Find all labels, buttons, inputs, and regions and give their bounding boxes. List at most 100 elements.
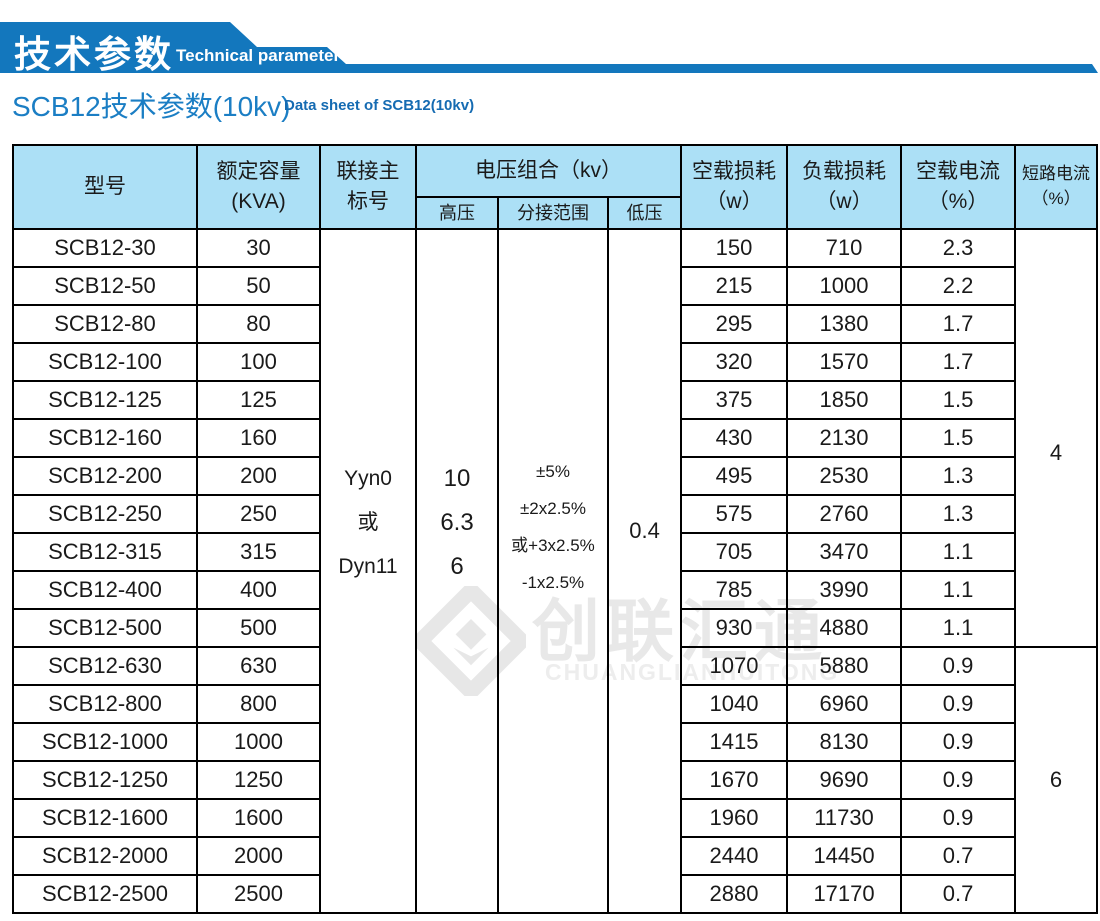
load-loss-cell: 2530 xyxy=(786,456,903,496)
no-load-current-cell: 1.7 xyxy=(900,304,1017,344)
no-load-current-cell: 0.9 xyxy=(900,684,1017,724)
load-loss-cell: 14450 xyxy=(786,836,903,876)
tap-range-cell-value: ±5% ±2x2.5% 或+3x2.5% -1x2.5% xyxy=(511,462,595,592)
no-load-loss-cell: 785 xyxy=(680,570,789,610)
capacity-cell: 100 xyxy=(196,342,321,382)
load-loss-cell: 3470 xyxy=(786,532,903,572)
load-loss-cell: 8130 xyxy=(786,722,903,762)
no-load-loss-cell: 495 xyxy=(680,456,789,496)
model-cell: SCB12-400 xyxy=(12,570,198,610)
table-row: SCB12-80 80 295 1380 1.7 xyxy=(12,304,1097,344)
no-load-loss-cell: 1415 xyxy=(680,722,789,762)
tap-range-cell: ±5% ±2x2.5% 或+3x2.5% -1x2.5% xyxy=(497,228,609,914)
vector-group-cell: Yyn0 或 Dyn11 xyxy=(319,228,417,914)
no-load-current-cell: 0.9 xyxy=(900,798,1017,838)
parameters-table: 型号 额定容量 (KVA) 联接主 标号 电压组合（kv） 空载损耗 （w） 负… xyxy=(12,144,1099,914)
load-loss-cell: 1850 xyxy=(786,380,903,420)
table-row: SCB12-500 500 930 4880 1.1 xyxy=(12,608,1097,648)
load-loss-cell: 3990 xyxy=(786,570,903,610)
header-low-voltage: 低压 xyxy=(606,196,683,230)
short-circuit-cell-value: 4 xyxy=(1049,440,1063,465)
load-loss-cell: 6960 xyxy=(786,684,903,724)
banner-title-cn: 技术参数 xyxy=(14,34,174,75)
no-load-current-cell: 1.1 xyxy=(900,570,1017,610)
table-row: SCB12-50 50 215 1000 2.2 xyxy=(12,266,1097,306)
header-short-circuit-current: 短路电流 （%） xyxy=(1014,144,1099,230)
short-circuit-cell: 6 xyxy=(1014,646,1099,914)
model-cell: SCB12-1000 xyxy=(12,722,198,762)
banner-title-en: Technical parameter xyxy=(176,46,341,65)
header-row-1: 型号 额定容量 (KVA) 联接主 标号 电压组合（kv） 空载损耗 （w） 负… xyxy=(12,144,1099,230)
capacity-cell: 630 xyxy=(196,646,321,686)
load-loss-cell: 17170 xyxy=(786,874,903,914)
table-row: SCB12-400 400 785 3990 1.1 xyxy=(12,570,1097,610)
page-subtitle: Data sheet of SCB12(10kv) xyxy=(284,97,475,114)
capacity-cell: 315 xyxy=(196,532,321,572)
no-load-loss-cell: 2880 xyxy=(680,874,789,914)
no-load-loss-cell: 1960 xyxy=(680,798,789,838)
capacity-cell: 1250 xyxy=(196,760,321,800)
table-row: SCB12-2500 2500 2880 17170 0.7 xyxy=(12,874,1097,914)
no-load-current-cell: 1.7 xyxy=(900,342,1017,382)
table-row: SCB12-1600 1600 1960 11730 0.9 xyxy=(12,798,1097,838)
capacity-cell: 1600 xyxy=(196,798,321,838)
no-load-current-cell: 1.1 xyxy=(900,608,1017,648)
capacity-cell: 80 xyxy=(196,304,321,344)
header-no-load-loss: 空载损耗 （w） xyxy=(680,144,789,230)
no-load-loss-cell: 150 xyxy=(680,228,789,268)
no-load-loss-cell: 430 xyxy=(680,418,789,458)
model-cell: SCB12-50 xyxy=(12,266,198,306)
banner: 技术参数 Technical parameter xyxy=(0,0,1100,80)
table-row: SCB12-125 125 375 1850 1.5 xyxy=(12,380,1097,420)
high-voltage-cell: 10 6.3 6 xyxy=(415,228,499,914)
capacity-cell: 160 xyxy=(196,418,321,458)
table-row: SCB12-800 800 1040 6960 0.9 xyxy=(12,684,1097,724)
table-row: SCB12-630 630 1070 5880 0.9 6 xyxy=(12,646,1099,914)
table-row: SCB12-160 160 430 2130 1.5 xyxy=(12,418,1097,458)
load-loss-cell: 710 xyxy=(786,228,903,268)
no-load-loss-cell: 320 xyxy=(680,342,789,382)
table-row: SCB12-315 315 705 3470 1.1 xyxy=(12,532,1097,572)
capacity-cell: 500 xyxy=(196,608,321,648)
capacity-cell: 50 xyxy=(196,266,321,306)
model-cell: SCB12-100 xyxy=(12,342,198,382)
load-loss-cell: 1380 xyxy=(786,304,903,344)
header-high-voltage: 高压 xyxy=(415,196,499,230)
capacity-cell: 125 xyxy=(196,380,321,420)
load-loss-cell: 4880 xyxy=(786,608,903,648)
table-row: SCB12-1250 1250 1670 9690 0.9 xyxy=(12,760,1097,800)
load-loss-cell: 11730 xyxy=(786,798,903,838)
low-voltage-cell: 0.4 xyxy=(606,228,683,914)
no-load-current-cell: 1.3 xyxy=(900,494,1017,534)
model-cell: SCB12-315 xyxy=(12,532,198,572)
model-cell: SCB12-800 xyxy=(12,684,198,724)
header-row-2: 高压 分接范围 低压 xyxy=(13,196,1097,230)
model-cell: SCB12-2000 xyxy=(12,836,198,876)
short-circuit-cell: 4 xyxy=(1014,228,1099,648)
header-model: 型号 xyxy=(12,144,198,230)
header-tap-range: 分接范围 xyxy=(497,196,609,230)
model-cell: SCB12-125 xyxy=(12,380,198,420)
no-load-loss-cell: 2440 xyxy=(680,836,789,876)
header-load-loss: 负载损耗 （w） xyxy=(786,144,903,230)
table-row: SCB12-2000 2000 2440 14450 0.7 xyxy=(12,836,1097,876)
no-load-current-cell: 0.9 xyxy=(900,646,1017,686)
no-load-current-cell: 1.5 xyxy=(900,380,1017,420)
short-circuit-cell-value: 6 xyxy=(1049,767,1063,792)
page-title: SCB12技术参数(10kv) xyxy=(12,91,291,122)
model-cell: SCB12-2500 xyxy=(12,874,198,914)
no-load-loss-cell: 1070 xyxy=(680,646,789,686)
no-load-current-cell: 0.9 xyxy=(900,722,1017,762)
table-row: SCB12-30 30 Yyn0 或 Dyn11 10 6.3 6 ±5% ±2x2.5… xyxy=(12,228,1099,914)
no-load-current-cell: 0.7 xyxy=(900,874,1017,914)
model-cell: SCB12-80 xyxy=(12,304,198,344)
capacity-cell: 800 xyxy=(196,684,321,724)
table-row: SCB12-250 250 575 2760 1.3 xyxy=(12,494,1097,534)
no-load-current-cell: 2.2 xyxy=(900,266,1017,306)
no-load-loss-cell: 375 xyxy=(680,380,789,420)
table-row: SCB12-1000 1000 1415 8130 0.9 xyxy=(12,722,1097,762)
no-load-loss-cell: 295 xyxy=(680,304,789,344)
capacity-cell: 400 xyxy=(196,570,321,610)
vector-group-cell-value: Yyn0 或 Dyn11 xyxy=(338,467,398,578)
capacity-cell: 2000 xyxy=(196,836,321,876)
